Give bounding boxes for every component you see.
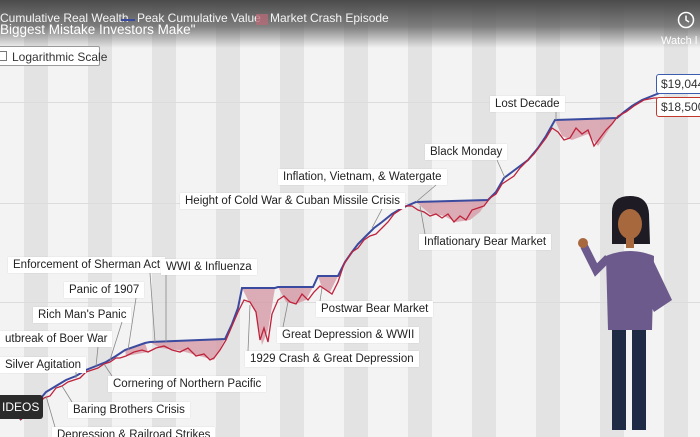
real-value-badge: $18,500 [656, 97, 700, 117]
presenter-hand [578, 238, 588, 248]
annotation-label: Baring Brothers Crisis [68, 402, 190, 418]
presenter-raised-arm [580, 244, 611, 277]
legend-item-peak-value: Peak Cumulative Value [137, 11, 261, 25]
cumulative-real-wealth-line [19, 97, 662, 421]
log-scale-toggle[interactable]: Logarithmic Scale [0, 46, 107, 66]
crash-area [125, 343, 148, 356]
gridline [0, 102, 700, 103]
presenter-leg [632, 330, 646, 430]
annotation-label: Height of Cold War & Cuban Missile Crisi… [180, 193, 405, 209]
annotation-label: Rich Man's Panic [33, 307, 132, 323]
grid-band [472, 0, 496, 437]
watch-later-label[interactable]: Watch l [661, 35, 698, 47]
legend-item-real-wealth: Cumulative Real Wealth [0, 11, 129, 25]
grid-band [664, 0, 688, 437]
video-top-overlay [0, 0, 700, 48]
crash-area [150, 339, 225, 360]
grid-band [536, 0, 560, 437]
log-scale-label: Logarithmic Scale [12, 50, 108, 64]
annotation-label: Lost Decade [490, 96, 565, 112]
clock-icon[interactable] [677, 11, 695, 29]
annotation-label: Cornering of Northern Pacific [108, 376, 267, 392]
presenter-neck [626, 236, 634, 248]
checkbox-icon[interactable] [0, 51, 7, 61]
peak-line-swatch [121, 19, 135, 21]
crash-area [416, 200, 488, 222]
annotation-label: 1929 Crash & Great Depression [245, 351, 419, 367]
presenter-leg [612, 330, 626, 430]
crash-swatch [256, 14, 268, 25]
annotation-label: Panic of 1907 [64, 282, 145, 298]
more-videos-button[interactable]: IDEOS [0, 395, 43, 419]
annotation-label: Inflation, Vietnam, & Watergate [278, 169, 447, 185]
crash-area [278, 287, 313, 304]
annotation-label: Postwar Bear Market [316, 301, 434, 317]
annotation-label: Great Depression & WWII [277, 327, 420, 343]
grid-band [152, 0, 176, 437]
annotation-label: Silver Agitation [0, 357, 87, 373]
video-title[interactable]: Biggest Mistake Investors Make" [0, 22, 196, 37]
peak-value-badge: $19,044 [656, 74, 700, 94]
presenter-arm [648, 258, 672, 312]
annotation-label: Black Monday [425, 144, 508, 160]
annotation-label: utbreak of Boer War [0, 331, 113, 347]
presenter-shirt [606, 251, 654, 330]
annotation-label: Inflationary Bear Market [419, 234, 552, 250]
annotation-label: WWI & Influenza [161, 259, 257, 275]
annotation-label: Depression & Railroad Strikes [52, 427, 216, 437]
grid-band [216, 0, 240, 437]
legend-item-crash-episode: Market Crash Episode [270, 11, 389, 25]
annotation-label: Enforcement of Sherman Act [8, 257, 166, 273]
presenter-face [618, 209, 642, 239]
